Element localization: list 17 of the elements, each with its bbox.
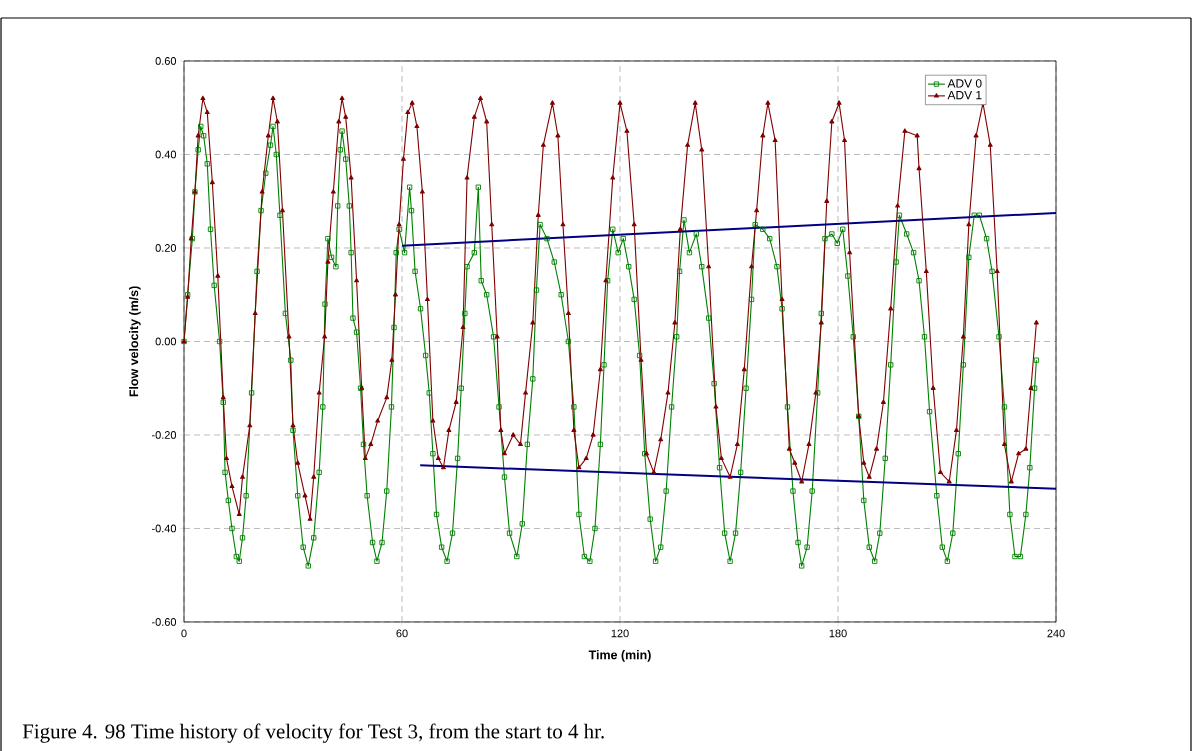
legend-label: ADV 1 <box>947 91 982 100</box>
y-axis-title: Flow velocity (m/s) <box>129 286 141 397</box>
x-tick-label: 60 <box>396 629 408 638</box>
y-tick-label: -0.20 <box>151 431 177 439</box>
y-tick-label: 0.40 <box>155 150 177 159</box>
x-tick-label: 240 <box>1047 629 1065 638</box>
y-tick-label: 0.20 <box>155 244 177 252</box>
x-tick-label: 180 <box>829 629 847 638</box>
x-tick-label: 120 <box>611 629 629 638</box>
y-tick-label: -0.40 <box>151 524 177 533</box>
legend-label: ADV 0 <box>947 79 982 88</box>
x-tick-label: 0 <box>181 629 187 638</box>
y-tick-label: 0.00 <box>155 337 177 346</box>
caption: Figure 4. 98 Time history of velocity for Test 3, from the start to 4 hr. <box>22 723 604 743</box>
y-tick-label: -0.60 <box>151 618 177 626</box>
x-axis-title: Time (min) <box>588 650 651 662</box>
y-tick-label: 0.60 <box>155 57 177 65</box>
